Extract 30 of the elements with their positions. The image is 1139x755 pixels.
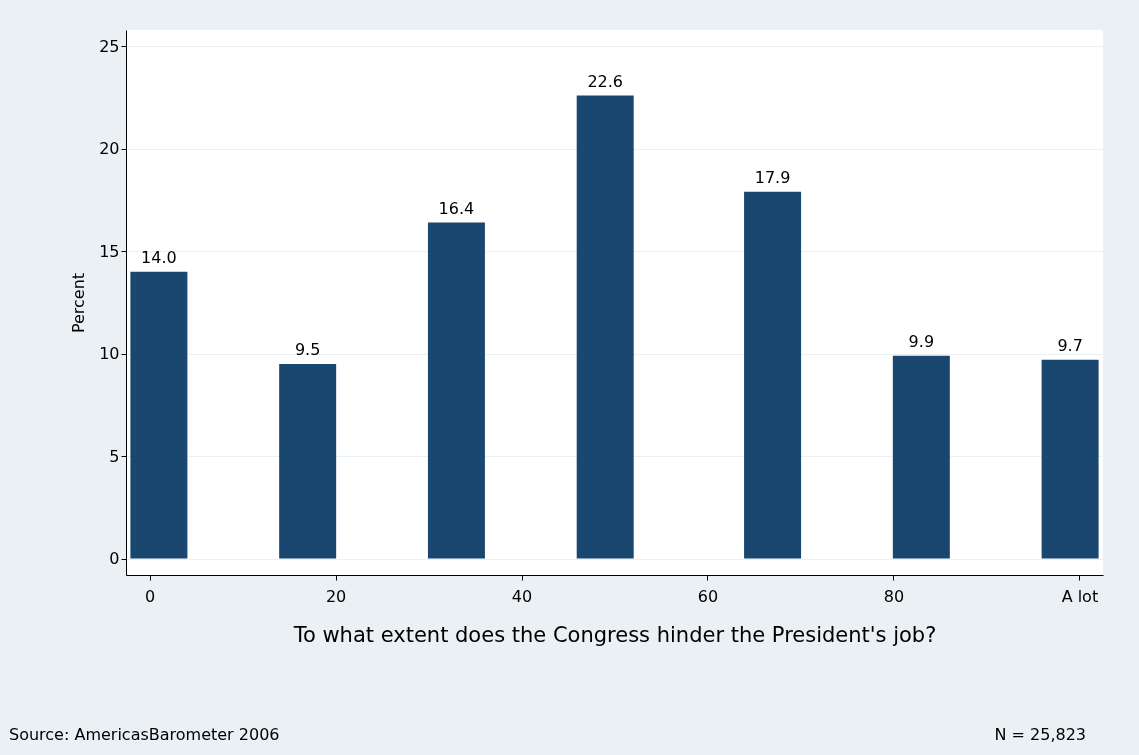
x-tick-label: 0 (145, 586, 156, 606)
x-tick-label: 20 (325, 586, 347, 606)
bar (576, 95, 634, 559)
x-axis-title: To what extent does the Congress hinder the President's job? (292, 622, 937, 647)
bar (1041, 359, 1099, 559)
data-label: 16.4 (438, 198, 475, 218)
data-label: 17.9 (754, 167, 791, 187)
x-tick-label: 40 (511, 586, 533, 606)
y-tick-label: 0 (109, 549, 120, 569)
x-tick-label: 80 (883, 586, 905, 606)
y-tick-label: 25 (99, 36, 120, 56)
bar (279, 363, 337, 559)
data-label: 9.9 (908, 331, 935, 351)
source-note: Source: AmericasBarometer 2006 (9, 725, 280, 744)
bar (130, 271, 188, 559)
data-label: 9.5 (294, 339, 321, 359)
y-tick-label: 20 (99, 139, 120, 159)
data-label: 9.7 (1057, 335, 1083, 355)
y-tick-label: 15 (99, 241, 120, 261)
y-tick-label: 10 (99, 344, 120, 364)
y-tick-label: 5 (109, 446, 120, 466)
x-tick-label: 60 (697, 586, 719, 606)
bar (892, 355, 950, 559)
bar (427, 222, 485, 559)
data-label: 22.6 (587, 71, 624, 91)
data-label: 14.0 (141, 247, 177, 267)
y-axis-title: Percent (69, 272, 89, 334)
bar (744, 191, 802, 559)
x-tick-label: A lot (1061, 586, 1099, 606)
text: N = 25,823 (994, 725, 1086, 744)
